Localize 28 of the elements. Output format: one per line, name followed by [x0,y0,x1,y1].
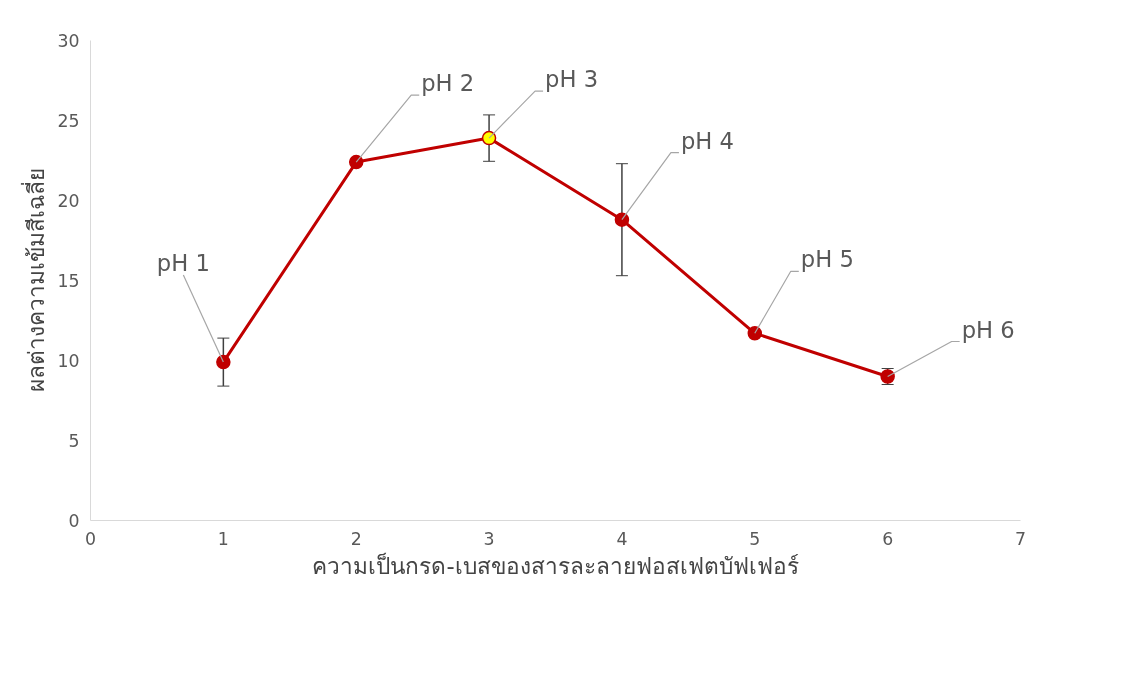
x-tick-label: 7 [1014,528,1027,549]
annotation: pH 6 [961,316,1015,343]
annotation: pH 2 [421,70,475,97]
y-axis-title: ผลต่างความเข้มสีเฉลี่ย [20,168,50,393]
point [216,354,231,370]
y-tick-label: 15 [57,271,80,291]
x-tick-label: 0 [84,528,97,549]
annotation: pH 3 [545,66,599,93]
y-tick-label: 30 [57,31,80,51]
annotation: pH 5 [800,246,854,273]
y-tick-label: 25 [57,111,80,131]
x-tick-label: 5 [749,528,761,549]
annotation: pH 4 [680,127,734,154]
y-tick-label: 5 [68,431,80,451]
x-tick-label: 6 [882,528,894,549]
point [348,154,364,170]
annotation: pH 1 [156,250,210,277]
x-tick-label: 4 [616,528,628,549]
x-tick-label: 1 [217,528,229,549]
x-tick-label: 2 [350,528,362,549]
y-tick-label: 0 [68,511,80,531]
point [747,326,763,341]
y-tick-label: 10 [57,351,80,371]
x-axis-title: ความเป็นกรด-เบสของสารละลายฟอสเฟตบัฟเฟอร์ [312,551,799,579]
x-tick-label: 3 [483,528,495,549]
point [481,130,497,146]
point [614,212,630,227]
y-tick-label: 20 [57,191,80,211]
